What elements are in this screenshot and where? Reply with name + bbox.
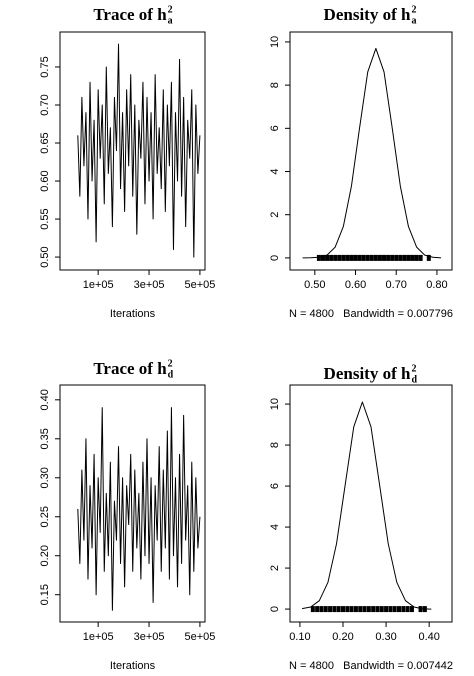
y-tick-label: 0.30 bbox=[39, 467, 51, 488]
x-tick-label: 0.60 bbox=[345, 279, 366, 291]
data-line bbox=[302, 47, 442, 259]
y-tick-label: 0 bbox=[269, 255, 281, 261]
x-axis-label: N = 4800 Bandwidth = 0.007442 bbox=[289, 660, 453, 672]
x-tick-label: 3e+05 bbox=[134, 279, 165, 291]
x-tick-label: 0.70 bbox=[386, 279, 407, 291]
y-tick-label: 2 bbox=[269, 565, 281, 571]
plot-frame bbox=[59, 384, 206, 623]
plot-frame bbox=[289, 31, 453, 271]
chart-title: Density of h bbox=[324, 364, 411, 383]
y-tick-label: 10 bbox=[269, 398, 281, 410]
y-tick-label: 10 bbox=[269, 36, 281, 48]
title-superscript: 2 bbox=[168, 4, 173, 15]
y-tick-label: 0 bbox=[269, 606, 281, 612]
y-tick-label: 6 bbox=[269, 125, 281, 131]
x-tick-label: 0.80 bbox=[426, 279, 447, 291]
y-tick-label: 0.35 bbox=[39, 428, 51, 449]
y-tick-label: 4 bbox=[269, 524, 281, 530]
title-subscript: d bbox=[168, 369, 174, 380]
y-tick-label: 0.60 bbox=[39, 170, 51, 191]
y-tick-label: 0.15 bbox=[39, 584, 51, 605]
data-line bbox=[77, 43, 201, 258]
title-superscript: 2 bbox=[168, 358, 173, 369]
y-tick-label: 0.20 bbox=[39, 545, 51, 566]
x-axis-label: Iterations bbox=[110, 660, 156, 672]
chart-title: Trace of h bbox=[93, 359, 167, 378]
y-tick-label: 0.50 bbox=[39, 246, 51, 267]
plot-frame bbox=[289, 384, 453, 623]
data-line bbox=[301, 401, 432, 610]
y-tick-label: 0.25 bbox=[39, 506, 51, 527]
x-tick-label: 0.30 bbox=[375, 631, 396, 643]
y-tick-label: 2 bbox=[269, 212, 281, 218]
x-tick-label: 0.50 bbox=[304, 279, 325, 291]
title-subscript: a bbox=[168, 15, 173, 26]
chart-title: Trace of h bbox=[93, 5, 167, 24]
x-tick-label: 0.20 bbox=[332, 631, 353, 643]
plot-frame bbox=[59, 31, 206, 271]
x-tick-label: 1e+05 bbox=[83, 631, 114, 643]
chart-title: Density of h bbox=[324, 5, 411, 24]
title-superscript: 2 bbox=[411, 363, 416, 374]
title-subscript: a bbox=[411, 15, 416, 26]
y-tick-label: 4 bbox=[269, 168, 281, 174]
y-tick-label: 0.75 bbox=[39, 56, 51, 77]
x-tick-label: 1e+05 bbox=[83, 279, 114, 291]
y-tick-label: 0.65 bbox=[39, 132, 51, 153]
x-tick-label: 5e+05 bbox=[184, 631, 215, 643]
data-line bbox=[77, 407, 201, 611]
x-tick-label: 0.40 bbox=[418, 631, 439, 643]
x-tick-label: 0.10 bbox=[289, 631, 310, 643]
title-superscript: 2 bbox=[411, 4, 416, 15]
x-tick-label: 5e+05 bbox=[184, 279, 215, 291]
y-tick-label: 8 bbox=[269, 82, 281, 88]
y-tick-label: 6 bbox=[269, 483, 281, 489]
x-axis-label: Iterations bbox=[110, 308, 156, 320]
x-tick-label: 3e+05 bbox=[134, 631, 165, 643]
x-axis-label: N = 4800 Bandwidth = 0.007796 bbox=[289, 308, 453, 320]
y-tick-label: 0.40 bbox=[39, 389, 51, 410]
y-tick-label: 0.70 bbox=[39, 94, 51, 115]
y-tick-label: 0.55 bbox=[39, 208, 51, 229]
y-tick-label: 8 bbox=[269, 442, 281, 448]
title-subscript: d bbox=[411, 374, 417, 385]
